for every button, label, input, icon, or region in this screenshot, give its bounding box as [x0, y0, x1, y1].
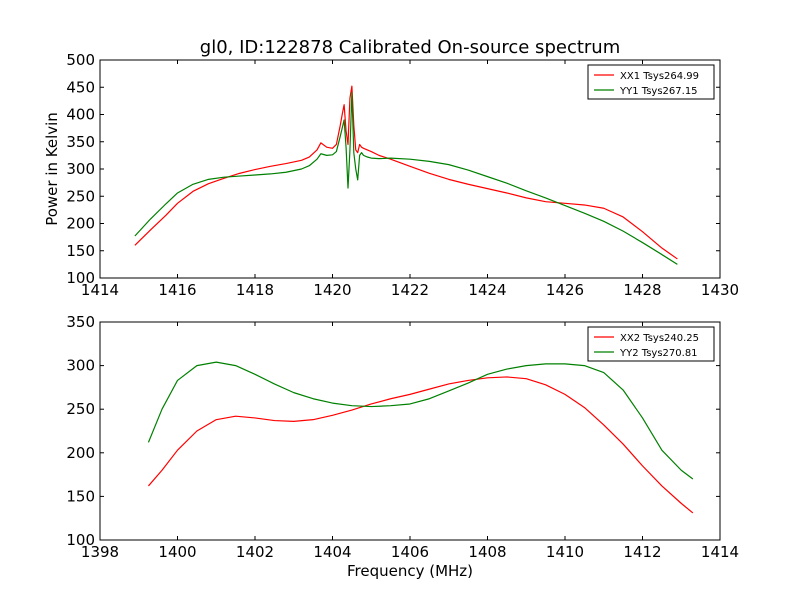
y-tick-label: 500 [66, 51, 95, 69]
y-tick-label: 400 [66, 106, 95, 124]
y-tick-label: 100 [66, 531, 95, 549]
series-line-yy1 [134, 92, 678, 265]
chart-top-ylabel: Power in Kelvin [43, 112, 61, 226]
chart-bottom-yticks: 100 150 200 250 300 350 [66, 313, 720, 549]
chart-top-yticks: 100 150 200 250 300 350 400 450 500 [66, 51, 720, 287]
legend-label-yy1: YY1 Tsys267.15 [619, 86, 698, 97]
chart-top: gl0, ID:122878 Calibrated On-source spec… [43, 37, 739, 299]
y-tick-label: 200 [66, 444, 95, 462]
legend-label-xx2: XX2 Tsys240.25 [620, 333, 699, 344]
chart-top-title: gl0, ID:122878 Calibrated On-source spec… [200, 37, 620, 58]
chart-top-frame [99, 59, 721, 279]
x-tick-label: 1406 [391, 543, 429, 561]
x-tick-label: 1414 [701, 543, 739, 561]
x-tick-label: 1428 [623, 281, 661, 299]
legend-label-yy2: YY2 Tsys270.81 [619, 348, 698, 359]
series-line-xx2 [147, 376, 694, 514]
x-tick-label: 1400 [158, 543, 196, 561]
chart-bottom-xlabel: Frequency (MHz) [347, 562, 473, 580]
x-tick-label: 1422 [391, 281, 429, 299]
series-line-yy2 [147, 361, 694, 480]
x-tick-label: 1410 [546, 543, 584, 561]
x-tick-label: 1420 [313, 281, 351, 299]
x-tick-label: 1414 [81, 281, 119, 299]
chart-top-xticks: 1414 1416 1418 1420 1422 1424 1426 1428 1430 [81, 60, 739, 299]
x-tick-label: 1416 [158, 281, 196, 299]
legend-box [587, 64, 715, 100]
chart-bottom: Frequency (MHz) 1398 1400 1402 1404 1406 1408… [66, 313, 739, 580]
x-tick-label: 1398 [81, 543, 119, 561]
x-tick-label: 1404 [313, 543, 351, 561]
legend-box [587, 326, 715, 362]
y-tick-label: 200 [66, 215, 95, 233]
chart-bottom-frame [99, 321, 721, 541]
y-tick-label: 250 [66, 187, 95, 205]
y-tick-label: 450 [66, 78, 95, 96]
y-tick-label: 350 [66, 313, 95, 331]
x-tick-label: 1424 [468, 281, 506, 299]
x-tick-label: 1412 [623, 543, 661, 561]
x-tick-label: 1430 [701, 281, 739, 299]
x-tick-label: 1402 [236, 543, 274, 561]
legend-label-xx1: XX1 Tsys264.99 [620, 71, 699, 82]
chart-bottom-legend: XX2 Tsys240.25 YY2 Tsys270.81 [587, 326, 715, 362]
y-tick-label: 150 [66, 487, 95, 505]
y-tick-label: 100 [66, 269, 95, 287]
x-tick-label: 1418 [236, 281, 274, 299]
x-tick-label: 1408 [468, 543, 506, 561]
y-tick-label: 150 [66, 242, 95, 260]
chart-bottom-xticks: 1398 1400 1402 1404 1406 1408 1410 1412 1414 [81, 322, 739, 561]
y-tick-label: 300 [66, 357, 95, 375]
x-tick-label: 1426 [546, 281, 584, 299]
chart-top-series [134, 85, 678, 265]
chart-top-legend: XX1 Tsys264.99 YY1 Tsys267.15 [587, 64, 715, 100]
y-tick-label: 250 [66, 400, 95, 418]
y-tick-label: 350 [66, 133, 95, 151]
chart-bottom-series [147, 361, 694, 514]
series-line-xx1 [134, 85, 678, 260]
y-tick-label: 300 [66, 160, 95, 178]
